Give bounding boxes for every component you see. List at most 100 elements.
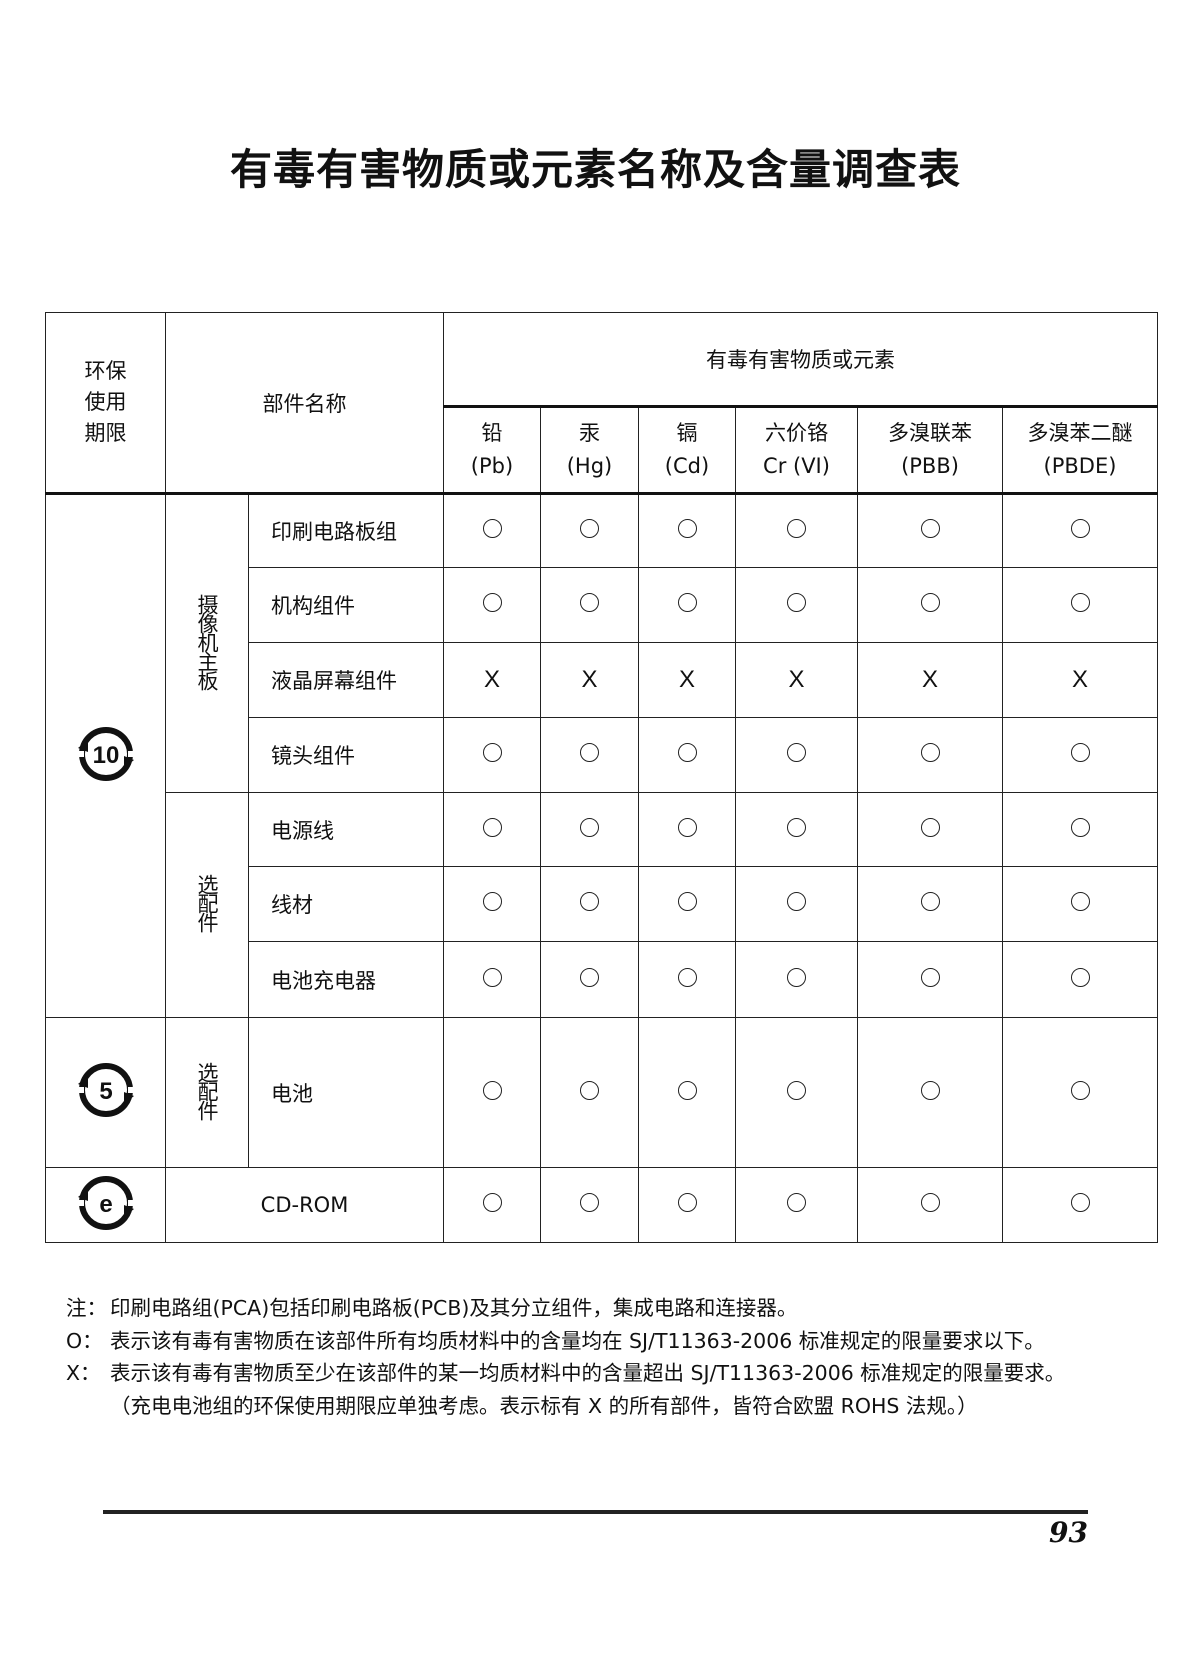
table-row: e CD-ROM	[45, 1167, 1158, 1243]
substance-table: 环保使用期限 部件名称 有毒有害物质或元素铅 (Pb) 汞 (Hg) 镉 (Cd) 六价铬 Cr …	[45, 312, 1158, 1243]
substance-name: 六价铬	[765, 421, 828, 445]
o-mark	[1070, 967, 1090, 987]
note: 注： 印刷电路组(PCA)包括印刷电路板(PCB)及其分立组件，集成电路和连接器。	[66, 1292, 1136, 1325]
part-name: 电池	[271, 1081, 313, 1106]
o-mark	[920, 817, 940, 837]
o-mark	[677, 593, 697, 612]
substance-header: 多溴联苯 (PBB)	[857, 406, 1003, 495]
substance-name: 多溴苯二醚	[1027, 421, 1133, 445]
o-mark	[787, 1193, 806, 1212]
substance-symbol: (PBB)	[901, 454, 959, 478]
note: （充电电池组的环保使用期限应单独考虑。表示标有 X 的所有部件，皆符合欧盟 RO…	[66, 1390, 1136, 1423]
o-mark	[920, 593, 940, 612]
o-mark	[920, 892, 940, 911]
substance-header: 六价铬 Cr (VI)	[735, 406, 858, 495]
table-row: 镜头组件	[46, 717, 1158, 793]
x-mark: X	[1071, 666, 1088, 693]
o-mark	[482, 967, 502, 987]
o-mark	[920, 743, 940, 762]
table-row: 液晶屏幕组件 X X X X X X	[46, 642, 1158, 718]
o-mark	[580, 1193, 599, 1212]
o-mark	[677, 743, 697, 762]
table-row: 选配件 电源线	[46, 792, 1158, 1018]
x-mark: X	[483, 666, 500, 693]
o-mark	[1070, 743, 1090, 762]
part-name: 机构组件	[271, 594, 355, 618]
note-text: 印刷电路组(PCA)包括印刷电路板(PCB)及其分立组件，集成电路和连接器。	[110, 1296, 798, 1320]
o-mark	[482, 1080, 502, 1100]
note: O： 表示该有毒有害物质在该部件所有均质材料中的含量均在 SJ/T11363-20…	[66, 1325, 1136, 1358]
o-mark	[1070, 1080, 1090, 1100]
note: X： 表示该有毒有害物质至少在该部件的某一均质材料中的含量超出 SJ/T11363…	[66, 1357, 1136, 1390]
o-mark	[920, 1193, 940, 1212]
o-mark	[580, 817, 599, 837]
header-period: 环保使用期限	[84, 359, 127, 445]
o-mark	[677, 967, 697, 987]
note-label: X：	[66, 1361, 101, 1385]
period-label: e	[99, 1191, 112, 1218]
o-mark	[920, 967, 940, 987]
substance-name: 汞	[579, 421, 600, 445]
o-mark	[1070, 519, 1090, 538]
o-mark	[1070, 892, 1090, 911]
o-mark	[920, 1080, 940, 1100]
note-text: （充电电池组的环保使用期限应单独考虑。表示标有 X 的所有部件，皆符合欧盟 RO…	[110, 1393, 978, 1418]
o-mark	[677, 1080, 697, 1100]
o-mark	[677, 817, 697, 837]
substance-name: 铅	[481, 421, 503, 445]
substance-name: 多溴联苯	[888, 421, 972, 445]
substance-symbol: (Cd)	[664, 454, 710, 478]
x-mark: X	[581, 666, 598, 693]
substance-symbol: (Hg)	[566, 454, 613, 478]
table-row: 电池充电器	[46, 941, 1158, 1018]
o-mark	[580, 892, 599, 911]
substance-symbol: Cr (VI)	[763, 454, 830, 478]
part-name: 电源线	[271, 818, 334, 843]
notes: 注： 印刷电路组(PCA)包括印刷电路板(PCB)及其分立组件，集成电路和连接器。…	[66, 1292, 1136, 1422]
o-mark	[787, 593, 806, 612]
substance-header: 镉 (Cd)	[638, 406, 736, 495]
part-name: 液晶屏幕组件	[271, 669, 397, 693]
header-row: 铅 (Pb) 汞 (Hg) 镉 (Cd) 六价铬 Cr (VI) 多溴联苯 (PBB) 多溴苯二醚 (…	[46, 406, 1158, 495]
o-mark	[482, 519, 502, 538]
o-mark	[1070, 817, 1090, 837]
o-mark	[677, 892, 697, 911]
period-label: 5	[99, 1078, 112, 1105]
part-name: 线材	[271, 893, 313, 917]
note-label: O：	[66, 1328, 103, 1353]
part-name: 镜头组件	[271, 744, 355, 768]
o-mark	[920, 519, 940, 538]
x-mark: X	[788, 666, 805, 693]
o-mark	[482, 1193, 502, 1212]
header-substances: 有毒有害物质或元素	[706, 348, 895, 372]
table-row: 5 选配件 电池	[45, 1017, 1158, 1168]
o-mark	[787, 892, 806, 911]
o-mark	[580, 967, 599, 987]
recycle-10-icon: 10	[74, 726, 138, 791]
header-part: 部件名称	[262, 391, 347, 416]
substance-header: 多溴苯二醚 (PBDE)	[1002, 406, 1158, 495]
o-mark	[677, 1193, 697, 1212]
table-row: 10 摄像机主板 印刷电路板组	[45, 493, 1158, 1018]
o-mark	[482, 743, 502, 762]
page-number: 93	[1049, 1516, 1088, 1549]
o-mark	[482, 817, 502, 837]
o-mark	[580, 1080, 599, 1100]
x-mark: X	[678, 666, 695, 693]
o-mark	[580, 519, 599, 538]
substance-header: 铅 (Pb)	[443, 406, 541, 495]
part-name: 印刷电路板组	[271, 520, 397, 544]
recycle-5-icon: 5	[74, 1063, 138, 1127]
header-row: 环保使用期限 部件名称 有毒有害物质或元素	[45, 312, 1158, 495]
period-label: 10	[92, 742, 119, 769]
o-mark	[482, 892, 502, 911]
substance-symbol: (PBDE)	[1043, 454, 1117, 478]
o-mark	[787, 967, 806, 987]
o-mark	[677, 519, 697, 538]
subgroup-name: 选配件	[195, 1061, 219, 1119]
x-mark: X	[921, 666, 938, 693]
o-mark	[787, 1080, 806, 1100]
subgroup-name: 选配件	[195, 874, 219, 931]
note-label: 注：	[66, 1296, 107, 1320]
recycle-e-icon: e	[74, 1175, 138, 1240]
